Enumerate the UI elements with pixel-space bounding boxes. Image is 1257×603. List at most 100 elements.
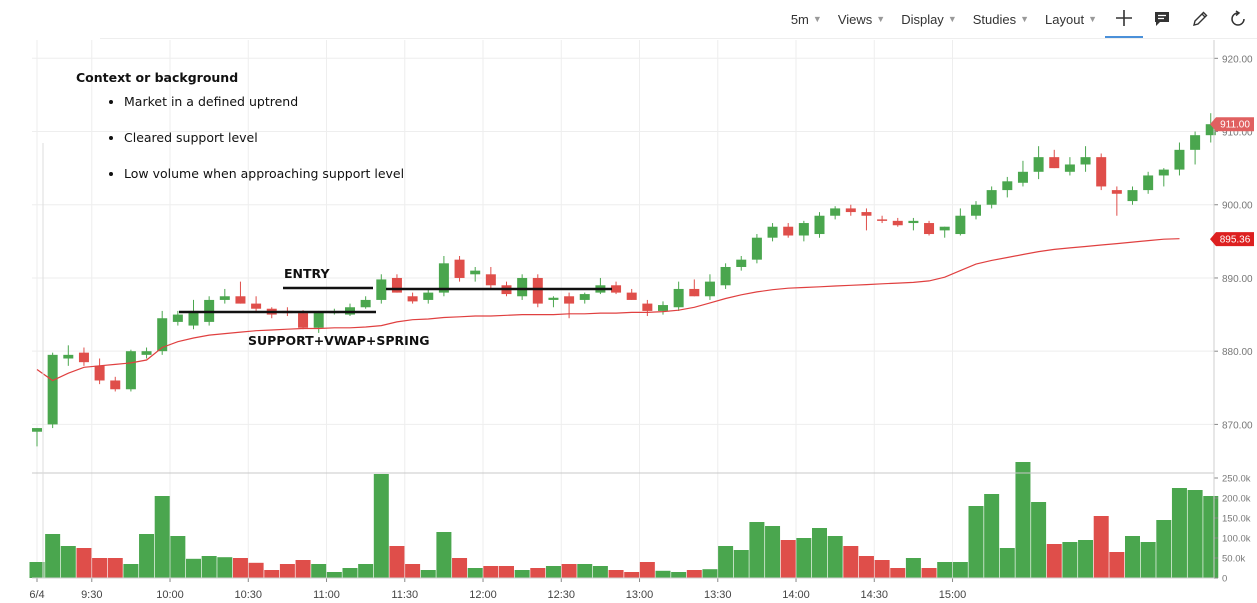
comment-button[interactable]: [1143, 0, 1181, 38]
draw-button[interactable]: [1181, 0, 1219, 38]
interval-menu[interactable]: 5m ▼: [783, 0, 830, 38]
layout-menu[interactable]: Layout ▼: [1037, 0, 1105, 38]
volume-bar: [608, 570, 624, 578]
volume-tick-label: 100.0k: [1222, 534, 1251, 545]
candle-body: [391, 277, 402, 293]
candle-body: [251, 303, 262, 309]
volume-bar: [1156, 520, 1172, 578]
notes-item: Low volume when approaching support leve…: [124, 165, 404, 201]
layout-label: Layout: [1045, 11, 1085, 27]
volume-bar: [1078, 540, 1094, 578]
time-tick-label: 9:30: [81, 589, 102, 601]
price-tick-label: 920.00: [1222, 54, 1253, 65]
volume-bar: [733, 550, 749, 578]
crosshair-button[interactable]: [1105, 0, 1143, 38]
volume-bar: [326, 572, 342, 578]
volume-bar: [154, 496, 170, 578]
display-menu[interactable]: Display ▼: [893, 0, 965, 38]
time-tick-label: 12:30: [548, 589, 576, 601]
candle-body: [877, 219, 888, 221]
volume-bar: [592, 566, 608, 578]
time-tick-label: 6/4: [29, 589, 44, 601]
candle-body: [1033, 157, 1044, 172]
volume-bar: [655, 570, 671, 578]
volume-bar: [749, 522, 765, 578]
candle-body: [720, 266, 731, 286]
time-tick-label: 10:30: [235, 589, 263, 601]
candle-body: [642, 303, 653, 311]
time-tick-label: 11:30: [391, 589, 418, 601]
volume-bar: [858, 556, 874, 578]
volume-bar: [561, 564, 577, 578]
studies-label: Studies: [972, 11, 1017, 27]
candle-body: [1017, 171, 1028, 183]
time-tick-label: 13:30: [704, 589, 732, 601]
volume-bar: [295, 560, 311, 578]
candle-body: [298, 313, 309, 328]
candle-body: [360, 299, 371, 308]
price-tick-label: 880.00: [1222, 347, 1253, 358]
candle-body: [971, 204, 981, 216]
grid-lines: [32, 40, 1214, 578]
volume-bar: [1203, 496, 1219, 578]
volume-bar: [984, 494, 1000, 578]
candle-body: [485, 274, 496, 286]
volume-bar: [279, 564, 295, 578]
volume-bar: [1109, 552, 1125, 578]
annotation-lines: [179, 286, 612, 314]
candle-body: [861, 212, 872, 216]
time-tick-label: 14:30: [861, 589, 889, 601]
price-tags: 911.00 895.36: [1210, 117, 1254, 247]
candle-body: [1127, 190, 1138, 202]
volume-bar: [577, 564, 593, 578]
volume-tick-label: 150.0k: [1222, 514, 1251, 525]
candle-body: [1143, 175, 1154, 191]
volume-bar: [499, 566, 514, 578]
volume-bar: [921, 568, 937, 578]
candle-body: [704, 281, 715, 297]
candle-body: [564, 296, 575, 304]
refresh-button[interactable]: [1219, 0, 1257, 38]
volume-bar: [1171, 488, 1187, 578]
volume-bar: [107, 558, 123, 578]
chevron-down-icon: ▼: [812, 14, 822, 24]
candle-body: [892, 220, 903, 226]
candle-body: [1158, 169, 1169, 176]
vwap-price-tag-label: 895.36: [1220, 235, 1251, 246]
price-tick-label: 910.00: [1222, 128, 1253, 139]
notes-heading: Context or background: [76, 70, 239, 85]
volume-bar: [358, 564, 374, 578]
candle-body: [47, 354, 58, 425]
volume-bar: [843, 546, 859, 578]
candle-body: [986, 190, 997, 205]
volume-bar: [342, 568, 358, 578]
interval-label: 5m: [790, 11, 809, 27]
volume-bar: [796, 538, 812, 578]
candle-body: [110, 380, 121, 390]
candle-body: [157, 318, 168, 352]
views-menu[interactable]: Views ▼: [830, 0, 893, 38]
candle-body: [658, 305, 668, 311]
candle-body: [63, 354, 74, 359]
volume-tick-label: 50.0k: [1222, 554, 1245, 565]
volume-bar: [45, 534, 61, 578]
price-tick-label: 890.00: [1222, 274, 1253, 285]
candle-body: [407, 296, 418, 302]
candle-body: [470, 270, 481, 275]
volume-bar: [937, 562, 953, 578]
studies-menu[interactable]: Studies ▼: [965, 0, 1037, 38]
volume-bar: [389, 546, 405, 578]
chevron-down-icon: ▼: [1020, 14, 1030, 24]
toolbar: 5m ▼ Views ▼ Display ▼ Studies ▼ Layout ▼: [100, 0, 1257, 39]
candle-body: [736, 259, 747, 267]
context-notes: Context or background Market in a define…: [76, 70, 404, 201]
volume-bar: [905, 558, 921, 578]
volume-bar: [545, 566, 561, 578]
candle-body: [751, 237, 762, 260]
volume-bar: [1062, 542, 1078, 578]
candle-body: [626, 292, 637, 300]
views-label: Views: [837, 11, 873, 27]
volume-tick-label: 250.0k: [1222, 474, 1251, 485]
volume-bar: [76, 548, 92, 578]
